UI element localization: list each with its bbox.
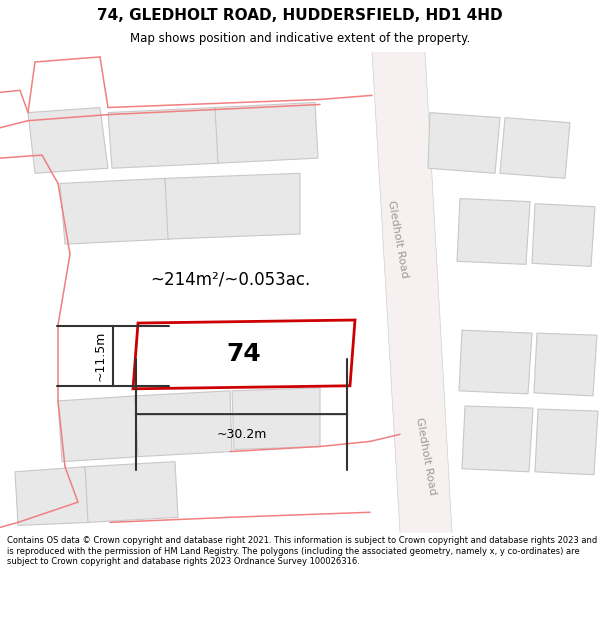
Polygon shape xyxy=(58,396,140,462)
Polygon shape xyxy=(535,409,598,475)
Polygon shape xyxy=(459,330,532,394)
Polygon shape xyxy=(165,173,300,239)
Text: Gledholt Road: Gledholt Road xyxy=(414,417,438,496)
Text: ~30.2m: ~30.2m xyxy=(217,428,266,441)
Text: 74, GLEDHOLT ROAD, HUDDERSFIELD, HD1 4HD: 74, GLEDHOLT ROAD, HUDDERSFIELD, HD1 4HD xyxy=(97,8,503,22)
Polygon shape xyxy=(372,52,452,532)
Polygon shape xyxy=(133,320,355,389)
Polygon shape xyxy=(85,462,178,522)
Polygon shape xyxy=(462,406,533,472)
Text: ~214m²/~0.053ac.: ~214m²/~0.053ac. xyxy=(150,271,310,289)
Polygon shape xyxy=(108,107,220,168)
Text: ~11.5m: ~11.5m xyxy=(94,331,107,381)
Polygon shape xyxy=(500,118,570,178)
Text: Map shows position and indicative extent of the property.: Map shows position and indicative extent… xyxy=(130,32,470,45)
Polygon shape xyxy=(534,333,597,396)
Polygon shape xyxy=(215,102,318,163)
Polygon shape xyxy=(232,388,320,449)
Polygon shape xyxy=(60,178,170,244)
Text: Gledholt Road: Gledholt Road xyxy=(386,199,410,279)
Text: Contains OS data © Crown copyright and database right 2021. This information is : Contains OS data © Crown copyright and d… xyxy=(7,536,598,566)
Polygon shape xyxy=(28,107,108,173)
Polygon shape xyxy=(457,199,530,264)
Polygon shape xyxy=(428,112,500,173)
Polygon shape xyxy=(15,467,90,526)
Polygon shape xyxy=(532,204,595,266)
Text: 74: 74 xyxy=(227,342,262,366)
Polygon shape xyxy=(135,391,232,457)
